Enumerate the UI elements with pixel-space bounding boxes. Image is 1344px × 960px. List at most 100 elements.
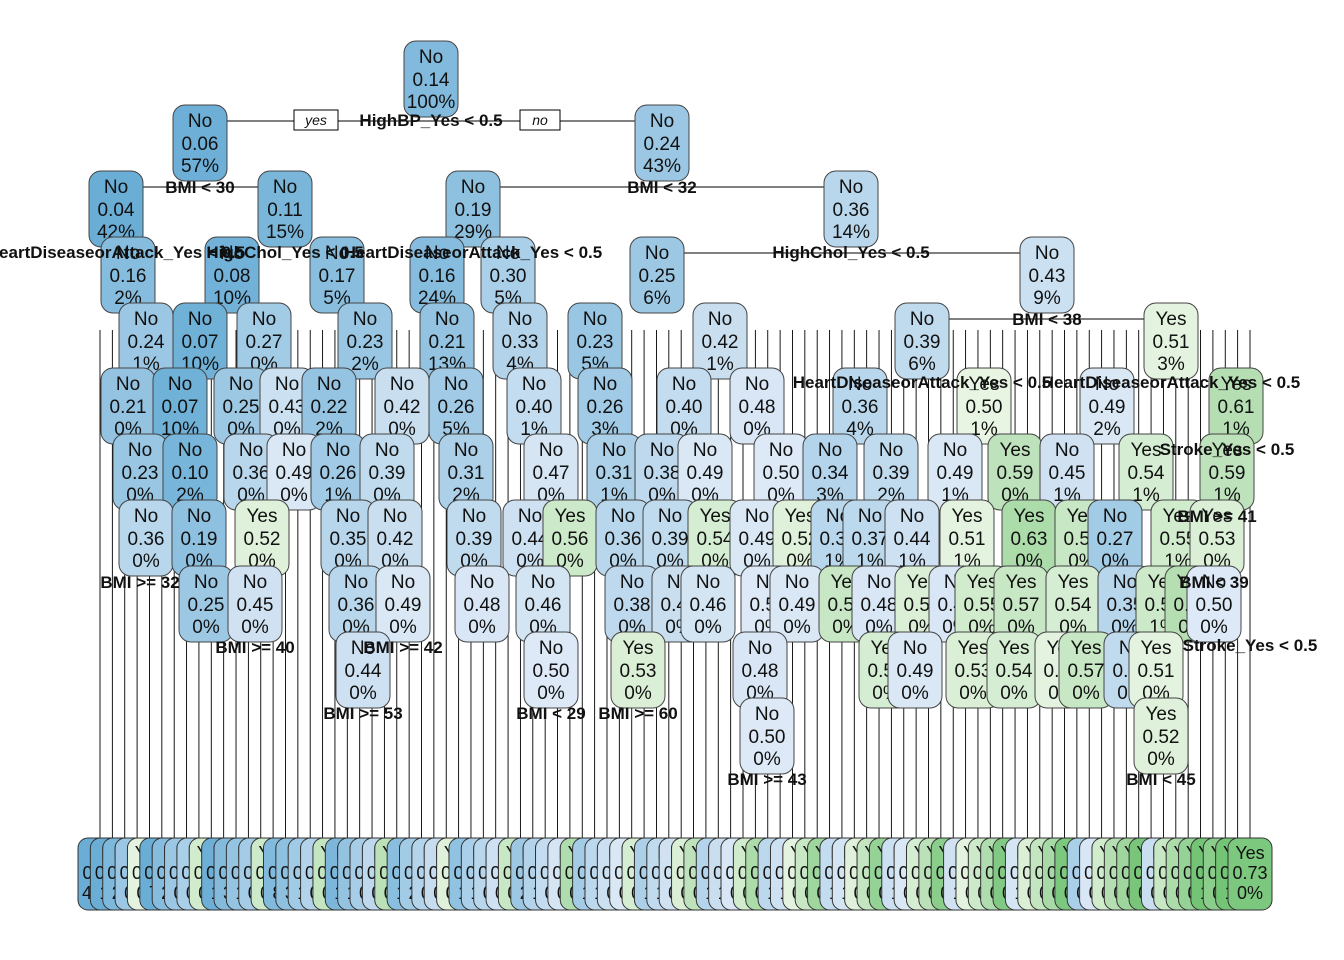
split-label: BMI < 32 (627, 178, 696, 197)
node-class-label: Yes (952, 506, 983, 527)
tree-node: No0.400% (656, 367, 712, 445)
node-class-label: No (518, 506, 542, 527)
node-box (523, 631, 579, 709)
node-box (337, 302, 393, 380)
node-class-label: Yes (1156, 309, 1187, 330)
node-percent-label: 0% (901, 683, 929, 704)
node-class-label: No (390, 374, 414, 395)
node-probability-label: 0.04 (98, 200, 135, 221)
node-probability-label: 0.40 (516, 397, 553, 418)
node-class-label: No (461, 177, 485, 198)
node-percent-label: 0% (624, 683, 652, 704)
tree-node: No0.470% (523, 433, 579, 511)
tree-node: No0.312% (438, 433, 494, 511)
node-percent-label: 1% (970, 419, 998, 440)
tree-node: No0.401% (506, 367, 562, 445)
node-class-label: No (531, 572, 555, 593)
node-class-label: No (188, 309, 212, 330)
node-class-label: No (611, 506, 635, 527)
node-probability-label: 0.49 (897, 661, 934, 682)
node-box (634, 104, 690, 182)
node-probability-label: 0.31 (596, 463, 633, 484)
node-probability-label: 0.07 (182, 332, 219, 353)
node-probability-label: 0.35 (330, 529, 367, 550)
node-class-label: No (134, 506, 158, 527)
tree-node: No0.102% (162, 433, 218, 511)
tree-node: No0.480% (732, 631, 788, 709)
node-probability-label: 0.36 (605, 529, 642, 550)
node-box (172, 104, 228, 182)
node-probability-label: 0.26 (438, 397, 475, 418)
node-class-label: No (745, 506, 769, 527)
split-label: HighBP_Yes < 0.5 (359, 111, 502, 130)
node-class-label: No (672, 374, 696, 395)
node-class-label: No (383, 506, 407, 527)
node-probability-label: 0.48 (739, 397, 776, 418)
node-box (403, 40, 459, 118)
node-probability-label: 0.50 (763, 463, 800, 484)
node-probability-label: 0.44 (512, 529, 549, 550)
node-percent-label: 43% (643, 156, 681, 177)
node-class-label: No (1035, 243, 1059, 264)
node-percent-label: 1% (1132, 485, 1160, 506)
no-branch-label: no (532, 112, 548, 128)
node-probability-label: 0.27 (246, 332, 283, 353)
node-probability-label: 0.57 (1068, 661, 1105, 682)
node-class-label: No (858, 506, 882, 527)
node-class-label: Yes (1212, 440, 1243, 461)
node-class-label: Yes (247, 506, 278, 527)
node-probability-label: 0.53 (620, 661, 657, 682)
tree-node: No0.265% (428, 367, 484, 445)
node-class-label: No (620, 572, 644, 593)
node-probability-label: 0.63 (1011, 529, 1048, 550)
node-class-label: No (539, 638, 563, 659)
node-probability-label: 0.44 (894, 529, 931, 550)
node-class-label: Yes (1071, 638, 1102, 659)
node-class-label: No (1103, 506, 1127, 527)
node-class-label: No (903, 638, 927, 659)
node-box (832, 367, 888, 445)
node-probability-label: 0.49 (779, 595, 816, 616)
node-probability-label: 0.54 (1055, 595, 1092, 616)
tree-node: No0.492% (1079, 367, 1135, 445)
node-box (454, 565, 510, 643)
node-probability-label: 0.19 (181, 529, 218, 550)
tree-node: No0.256% (629, 236, 685, 314)
tree-node: No0.222% (301, 367, 357, 445)
node-class-label: No (462, 506, 486, 527)
tree-node: No0.350% (320, 499, 376, 577)
tree-node: No0.250% (178, 565, 234, 643)
node-percent-label: 0% (694, 617, 722, 638)
no-branch-box (519, 109, 561, 131)
node-probability-label: 0.57 (1003, 595, 1040, 616)
tree-node: No0.360% (328, 565, 384, 643)
node-probability-label: 0.21 (429, 332, 466, 353)
node-class-label: Yes (1006, 572, 1037, 593)
node-probability-label: 0.49 (937, 463, 974, 484)
node-box (257, 170, 313, 248)
node-percent-label: 29% (454, 222, 492, 243)
node-percent-label: 0% (241, 617, 269, 638)
tree-node: No0.396% (894, 302, 950, 380)
tree-node: No0.270% (236, 302, 292, 380)
node-class-label: No (650, 440, 674, 461)
node-box (1133, 697, 1189, 775)
node-class-label: No (539, 440, 563, 461)
node-probability-label: 0.38 (644, 463, 681, 484)
node-class-label: No (470, 572, 494, 593)
node-box (894, 302, 950, 380)
tree-node: No0.500% (1186, 565, 1242, 643)
node-class-label: No (229, 374, 253, 395)
tree-node: No0.392% (863, 433, 919, 511)
tree-node: No0.175% (309, 236, 365, 314)
node-percent-label: 9% (1033, 288, 1061, 309)
node-probability-label: 0.36 (833, 200, 870, 221)
